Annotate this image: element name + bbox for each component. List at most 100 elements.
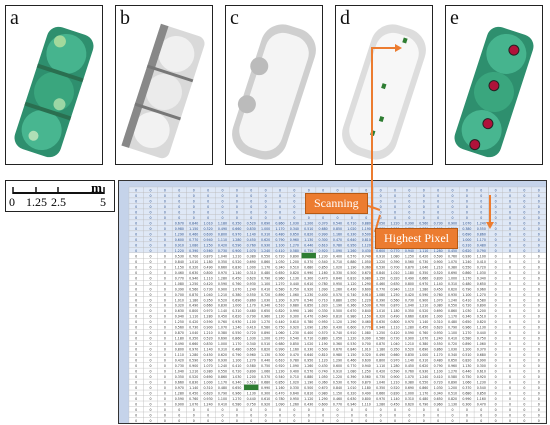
- svg-text:0.940: 0.940: [204, 238, 213, 242]
- svg-text:0: 0: [365, 216, 367, 220]
- svg-text:0: 0: [164, 370, 166, 374]
- svg-text:0.340: 0.340: [290, 227, 299, 231]
- svg-text:0: 0: [538, 359, 540, 363]
- svg-text:1.000: 1.000: [462, 238, 471, 242]
- svg-text:0.540: 0.540: [290, 337, 299, 341]
- svg-text:0: 0: [408, 199, 410, 203]
- svg-text:0: 0: [509, 188, 511, 192]
- svg-text:1.050: 1.050: [376, 221, 385, 225]
- svg-text:0: 0: [308, 408, 310, 412]
- svg-text:0.940: 0.940: [362, 364, 371, 368]
- svg-text:0.790: 0.790: [261, 276, 270, 280]
- svg-text:0.300: 0.300: [304, 276, 313, 280]
- svg-text:0: 0: [523, 359, 525, 363]
- svg-text:0.370: 0.370: [477, 348, 486, 352]
- svg-text:0: 0: [495, 188, 497, 192]
- svg-text:0: 0: [336, 408, 338, 412]
- svg-text:0: 0: [279, 216, 281, 220]
- svg-text:0: 0: [523, 370, 525, 374]
- svg-text:1.210: 1.210: [390, 381, 399, 385]
- svg-text:0.840: 0.840: [189, 221, 198, 225]
- svg-text:0: 0: [207, 419, 209, 423]
- svg-text:0.580: 0.580: [247, 364, 256, 368]
- svg-text:1.010: 1.010: [376, 309, 385, 313]
- svg-text:0.800: 0.800: [390, 320, 399, 324]
- svg-text:0.700: 0.700: [175, 293, 184, 297]
- svg-text:0: 0: [150, 188, 152, 192]
- svg-text:1.030: 1.030: [462, 309, 471, 313]
- svg-text:0: 0: [193, 199, 195, 203]
- svg-text:0.310: 0.310: [247, 271, 256, 275]
- svg-text:0: 0: [523, 276, 525, 280]
- svg-text:0: 0: [495, 353, 497, 357]
- svg-text:0: 0: [279, 414, 281, 418]
- svg-text:0.860: 0.860: [218, 375, 227, 379]
- svg-text:1.180: 1.180: [376, 348, 385, 352]
- svg-text:1.040: 1.040: [405, 304, 414, 308]
- svg-text:0.460: 0.460: [175, 271, 184, 275]
- svg-text:0.570: 0.570: [304, 370, 313, 374]
- svg-text:0: 0: [164, 315, 166, 319]
- svg-text:0.470: 0.470: [333, 238, 342, 242]
- svg-text:0.310: 0.310: [405, 397, 414, 401]
- svg-text:0: 0: [538, 326, 540, 330]
- svg-text:0: 0: [250, 419, 252, 423]
- svg-text:0.490: 0.490: [204, 265, 213, 269]
- svg-text:0.370: 0.370: [290, 298, 299, 302]
- svg-text:0.310: 0.310: [434, 320, 443, 324]
- svg-text:1.040: 1.040: [419, 265, 428, 269]
- svg-text:0.420: 0.420: [175, 359, 184, 363]
- svg-text:1.070: 1.070: [204, 364, 213, 368]
- svg-text:0.750: 0.750: [275, 326, 284, 330]
- svg-text:0.750: 0.750: [290, 287, 299, 291]
- svg-text:0: 0: [351, 216, 353, 220]
- svg-text:0: 0: [150, 265, 152, 269]
- svg-text:0: 0: [466, 199, 468, 203]
- svg-text:1.280: 1.280: [376, 403, 385, 407]
- svg-text:0.480: 0.480: [232, 348, 241, 352]
- svg-text:0.880: 0.880: [362, 221, 371, 225]
- svg-text:0.790: 0.790: [477, 249, 486, 253]
- svg-text:0.340: 0.340: [275, 265, 284, 269]
- svg-text:0: 0: [495, 282, 497, 286]
- svg-text:0.340: 0.340: [261, 304, 270, 308]
- svg-text:1.050: 1.050: [347, 298, 356, 302]
- svg-text:0: 0: [509, 282, 511, 286]
- svg-text:0: 0: [164, 359, 166, 363]
- svg-text:1.030: 1.030: [477, 271, 486, 275]
- svg-text:0.830: 0.830: [204, 342, 213, 346]
- svg-text:0: 0: [135, 210, 137, 214]
- scale-bar: m 0 1.25 2.5 5: [5, 180, 115, 212]
- svg-text:0.370: 0.370: [261, 375, 270, 379]
- svg-text:0.340: 0.340: [232, 381, 241, 385]
- svg-text:0: 0: [495, 331, 497, 335]
- svg-text:0.530: 0.530: [333, 381, 342, 385]
- svg-text:1.270: 1.270: [448, 370, 457, 374]
- svg-text:0: 0: [178, 216, 180, 220]
- svg-text:1.070: 1.070: [232, 287, 241, 291]
- svg-text:0.400: 0.400: [319, 293, 328, 297]
- svg-text:0.820: 0.820: [462, 359, 471, 363]
- svg-text:0.960: 0.960: [247, 353, 256, 357]
- svg-text:0: 0: [538, 199, 540, 203]
- svg-text:0: 0: [150, 254, 152, 258]
- svg-text:0.910: 0.910: [333, 370, 342, 374]
- svg-text:0.870: 0.870: [362, 381, 371, 385]
- svg-text:1.200: 1.200: [247, 375, 256, 379]
- svg-text:1.150: 1.150: [362, 315, 371, 319]
- svg-text:0.640: 0.640: [290, 392, 299, 396]
- svg-text:1.220: 1.220: [362, 298, 371, 302]
- svg-text:1.100: 1.100: [434, 370, 443, 374]
- svg-text:0: 0: [135, 337, 137, 341]
- svg-text:0.410: 0.410: [448, 337, 457, 341]
- panel-b: b: [115, 5, 213, 165]
- svg-text:0: 0: [150, 364, 152, 368]
- svg-text:0.690: 0.690: [448, 271, 457, 275]
- panel-d: d: [335, 5, 433, 165]
- svg-text:1.140: 1.140: [390, 397, 399, 401]
- svg-text:0: 0: [452, 216, 454, 220]
- svg-text:0.520: 0.520: [390, 386, 399, 390]
- svg-text:1.020: 1.020: [304, 342, 313, 346]
- svg-text:0.540: 0.540: [304, 298, 313, 302]
